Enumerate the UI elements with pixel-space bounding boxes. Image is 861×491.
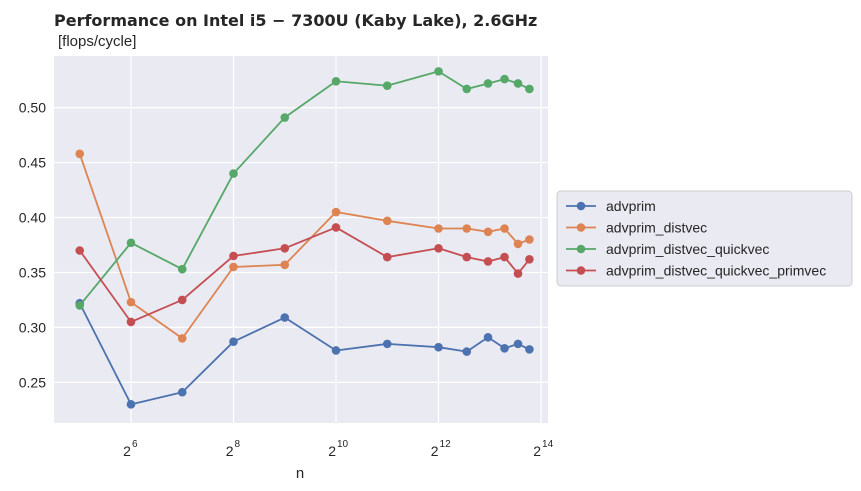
data-point [331, 346, 341, 355]
y-tick-labels: 0.25 0.30 0.35 0.40 0.45 0.50 [19, 100, 46, 391]
y-axis-label: [flops/cycle] [58, 33, 136, 50]
x-axis-label: n [296, 465, 304, 482]
data-point [229, 262, 238, 272]
data-point [280, 313, 290, 322]
series-advprim_distvec [75, 149, 534, 343]
data-point [483, 227, 493, 237]
legend-marker [576, 201, 586, 211]
data-point [500, 343, 509, 353]
data-point [126, 238, 136, 248]
data-point [177, 387, 187, 397]
x-tick-label-base: 2 [328, 443, 336, 459]
legend-entry: advprim_distvec_quickvec [566, 241, 769, 257]
y-tick-label: 0.35 [19, 264, 46, 280]
data-point [434, 342, 443, 352]
data-point [462, 224, 472, 233]
x-tick-label-exponent: 14 [542, 439, 554, 450]
legend-label: advprim_distvec [606, 220, 707, 236]
legend-marker [576, 266, 586, 275]
x-tick-label-base: 2 [226, 443, 234, 459]
x-tick-label-exponent: 8 [234, 439, 240, 450]
data-point [525, 345, 534, 354]
plot-area [54, 56, 548, 423]
y-tick-label: 0.50 [19, 100, 46, 116]
data-point [280, 243, 290, 253]
legend-label: advprim_distvec_quickvec_primvec [606, 263, 826, 279]
data-point [75, 301, 85, 310]
data-point [434, 67, 443, 76]
legend-entry: advprim [566, 198, 656, 214]
data-point [513, 79, 523, 88]
series-advprim_distvec_quickvec_primvec [75, 223, 534, 327]
legend-box [556, 190, 853, 287]
data-point [126, 400, 136, 409]
y-tick-label: 0.45 [19, 155, 46, 171]
data-point [177, 334, 187, 343]
data-point [280, 260, 290, 270]
x-tick-labels: 2 6 2 8 2 10 2 12 2 14 [123, 439, 553, 459]
data-point [434, 224, 443, 233]
data-point [513, 239, 523, 249]
legend-marker [576, 244, 586, 254]
data-point [483, 332, 493, 342]
data-point [462, 84, 472, 94]
data-point [331, 76, 341, 86]
data-point [513, 269, 523, 278]
legend-marker [576, 223, 586, 232]
data-point [483, 257, 493, 266]
data-point [177, 295, 187, 305]
legend-entry: advprim_distvec_quickvec_primvec [566, 263, 826, 279]
data-point [75, 149, 85, 159]
data-point [513, 339, 523, 349]
series-layer [75, 67, 534, 409]
grid [54, 56, 548, 423]
data-point [126, 317, 136, 327]
data-point [331, 223, 341, 232]
data-point [462, 252, 472, 262]
data-point [525, 254, 534, 264]
x-tick-label-exponent: 6 [132, 439, 138, 450]
x-tick-label-base: 2 [431, 443, 439, 459]
legend-label: advprim_distvec_quickvec [606, 241, 769, 257]
data-point [434, 243, 443, 253]
series-advprim_distvec_quickvec [75, 67, 534, 310]
data-point [280, 113, 290, 122]
data-point [382, 252, 392, 262]
legend-entry: advprim_distvec [566, 220, 707, 236]
y-tick-label: 0.30 [19, 319, 46, 335]
legend-label: advprim [606, 198, 656, 214]
x-tick-label-base: 2 [533, 443, 541, 459]
y-tick-label: 0.40 [19, 210, 46, 226]
data-point [126, 297, 136, 307]
data-point [229, 337, 238, 346]
data-point [177, 264, 187, 274]
data-point [500, 252, 509, 262]
data-point [500, 74, 509, 84]
data-point [462, 347, 472, 356]
x-tick-label-exponent: 12 [440, 439, 452, 450]
data-point [382, 81, 392, 90]
data-point [331, 207, 341, 217]
y-tick-label: 0.25 [19, 374, 46, 390]
data-point [229, 169, 238, 178]
x-tick-label-base: 2 [123, 443, 131, 459]
x-tick-label-exponent: 10 [337, 439, 349, 450]
data-point [229, 251, 238, 261]
data-point [75, 246, 85, 255]
data-point [382, 216, 392, 226]
chart-title: Performance on Intel i5 − 7300U (Kaby La… [54, 11, 537, 30]
legend: advprim advprim_distvec advprim_distvec_qu… [556, 190, 853, 287]
data-point [525, 235, 534, 244]
data-point [483, 79, 493, 88]
data-point [382, 339, 392, 349]
data-point [500, 224, 509, 233]
data-point [525, 84, 534, 94]
